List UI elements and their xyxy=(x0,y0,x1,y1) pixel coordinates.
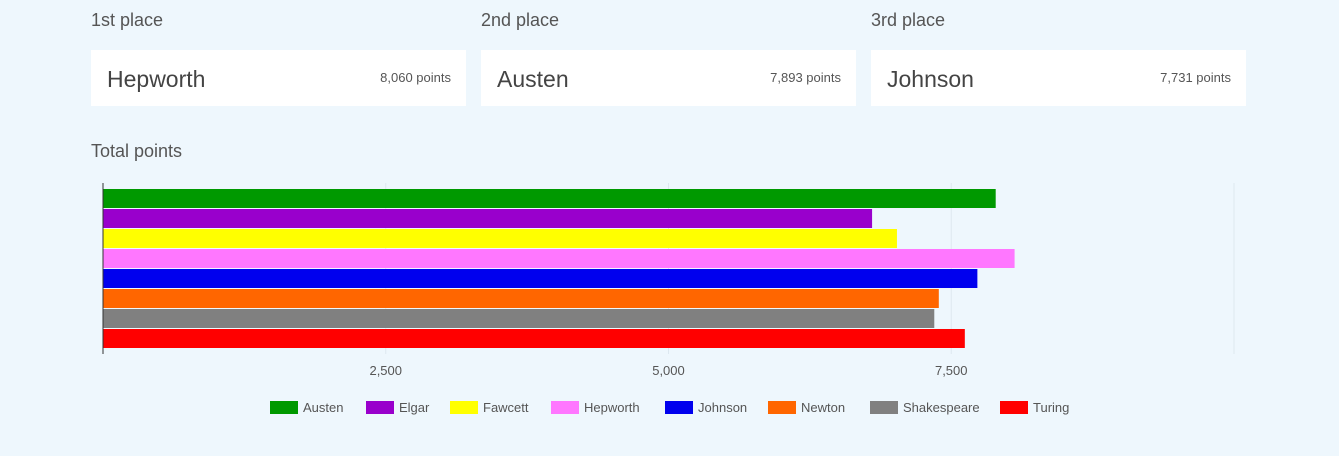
x-tick-label: 7,500 xyxy=(935,363,968,378)
place-points: 8,060 points xyxy=(380,70,451,85)
legend-label: Austen xyxy=(303,400,344,415)
chart-legend: Austen Elgar Fawcett Hepworth Johnson Newton S… xyxy=(0,398,1339,418)
bar-elgar[interactable] xyxy=(103,209,873,228)
legend-swatch xyxy=(768,401,796,414)
place-name: Johnson xyxy=(887,66,974,92)
legend-swatch xyxy=(665,401,693,414)
total-points-chart: 2,500 5,000 7,500 xyxy=(102,183,1235,378)
bar-shakespeare[interactable] xyxy=(103,309,935,328)
place-card: Hepworth 8,060 points xyxy=(91,50,466,106)
legend-label: Elgar xyxy=(399,400,430,415)
legend-label: Newton xyxy=(801,400,846,415)
place-points: 7,731 points xyxy=(1160,70,1231,85)
place-label: 3rd place xyxy=(871,10,946,30)
bar-hepworth[interactable] xyxy=(103,249,1015,268)
x-tick-label: 5,000 xyxy=(652,363,685,378)
legend-label: Shakespeare xyxy=(903,400,980,415)
place-name: Austen xyxy=(497,66,569,92)
bar-austen[interactable] xyxy=(103,189,996,208)
legend-label: Turing xyxy=(1033,400,1070,415)
bar-newton[interactable] xyxy=(103,289,939,308)
bar-johnson[interactable] xyxy=(103,269,978,288)
legend-swatch xyxy=(551,401,579,414)
place-label: 1st place xyxy=(91,10,164,30)
place-card: Johnson 7,731 points xyxy=(871,50,1246,106)
place-points: 7,893 points xyxy=(770,70,841,85)
legend-swatch xyxy=(366,401,394,414)
legend-label: Fawcett xyxy=(483,400,529,415)
legend-swatch xyxy=(1000,401,1028,414)
place-card: Austen 7,893 points xyxy=(481,50,856,106)
bar-fawcett[interactable] xyxy=(103,229,897,248)
bar-turing[interactable] xyxy=(103,329,965,348)
podium: 1st place Hepworth 8,060 points 2nd plac… xyxy=(91,0,1246,106)
legend-swatch xyxy=(450,401,478,414)
x-tick-label: 2,500 xyxy=(369,363,402,378)
legend-label: Hepworth xyxy=(584,400,640,415)
section-title: Total points xyxy=(91,141,183,161)
place-label: 2nd place xyxy=(481,10,560,30)
legend-swatch xyxy=(270,401,298,414)
place-name: Hepworth xyxy=(107,66,206,92)
legend-label: Johnson xyxy=(698,400,748,415)
legend-swatch xyxy=(870,401,898,414)
